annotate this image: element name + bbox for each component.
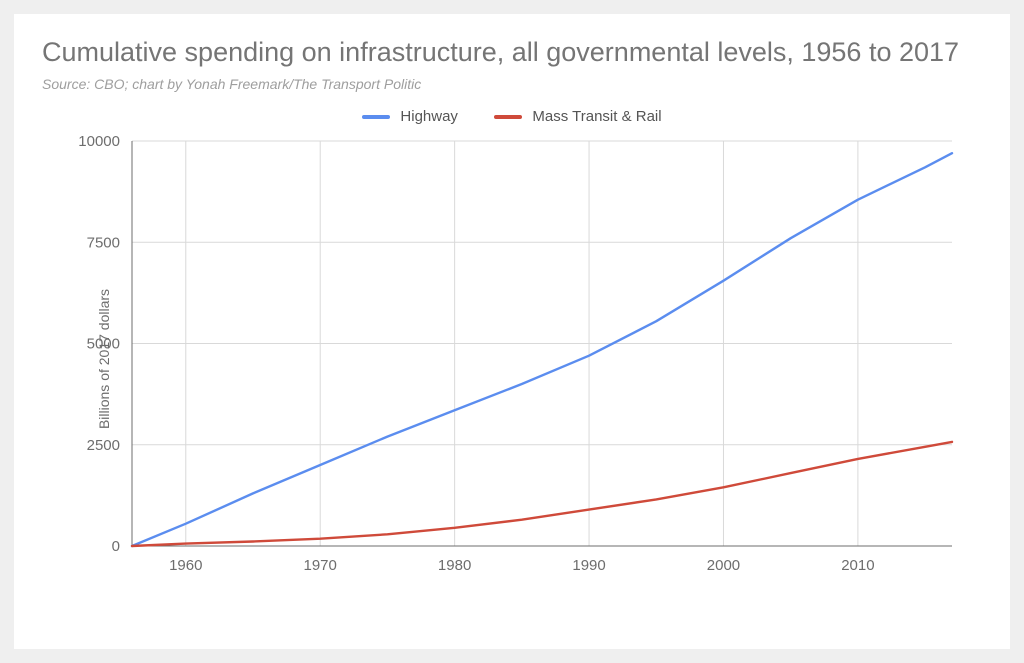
legend-item-transit: Mass Transit & Rail: [494, 108, 661, 125]
chart-area: Billions of 2017 dollars 025005000750010…: [42, 131, 982, 586]
svg-text:1960: 1960: [169, 557, 202, 574]
chart-title: Cumulative spending on infrastructure, a…: [42, 36, 982, 70]
line-chart-svg: 0250050007500100001960197019801990200020…: [42, 131, 972, 586]
svg-text:1980: 1980: [438, 557, 471, 574]
series-line-highway: [132, 153, 952, 546]
legend-label-transit: Mass Transit & Rail: [532, 108, 661, 125]
chart-subtitle: Source: CBO; chart by Yonah Freemark/The…: [42, 76, 982, 92]
series-line-mass-transit-rail: [132, 442, 952, 546]
chart-card: Cumulative spending on infrastructure, a…: [14, 14, 1010, 649]
svg-text:2000: 2000: [707, 557, 740, 574]
svg-text:1990: 1990: [572, 557, 605, 574]
legend: Highway Mass Transit & Rail: [42, 106, 982, 126]
page-background: Cumulative spending on infrastructure, a…: [0, 0, 1024, 663]
legend-item-highway: Highway: [362, 108, 458, 125]
svg-text:7500: 7500: [87, 235, 120, 252]
legend-label-highway: Highway: [400, 108, 458, 125]
svg-text:2010: 2010: [841, 557, 874, 574]
svg-text:10000: 10000: [78, 133, 120, 150]
y-axis-label: Billions of 2017 dollars: [96, 289, 112, 429]
svg-text:0: 0: [112, 538, 120, 555]
legend-swatch-transit: [494, 115, 522, 119]
svg-text:1970: 1970: [304, 557, 337, 574]
svg-text:2500: 2500: [87, 437, 120, 454]
legend-swatch-highway: [362, 115, 390, 119]
